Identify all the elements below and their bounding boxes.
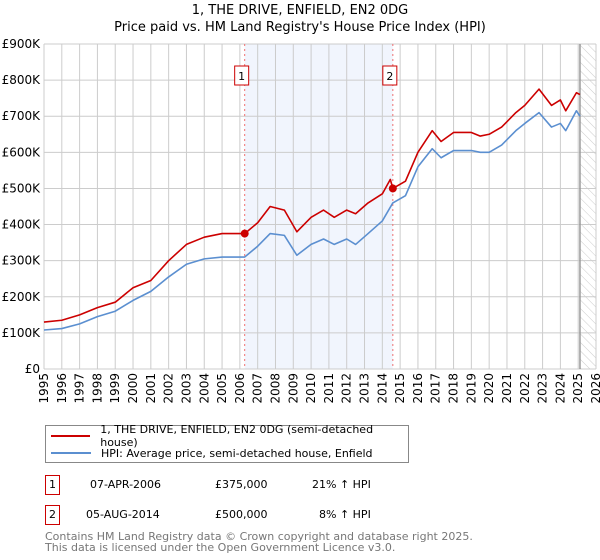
x-tick-label: 1995 bbox=[37, 373, 51, 404]
x-tick-label: 2018 bbox=[447, 373, 461, 404]
x-tick-label: 2026 bbox=[589, 373, 600, 404]
x-tick-label: 2011 bbox=[322, 373, 336, 404]
x-tick-label: 2021 bbox=[500, 373, 514, 404]
sale-label: 2 bbox=[386, 70, 393, 83]
y-tick-label: £400K bbox=[2, 218, 42, 232]
legend-swatch-red bbox=[51, 435, 91, 437]
x-tick-label: 1997 bbox=[73, 373, 87, 404]
legend-item-property: 1, THE DRIVE, ENFIELD, EN2 0DG (semi-det… bbox=[46, 423, 408, 449]
x-tick-label: 2005 bbox=[215, 373, 229, 404]
footer-licence: This data is licensed under the Open Gov… bbox=[45, 541, 396, 554]
x-tick-label: 2024 bbox=[553, 373, 567, 404]
x-tick-label: 2002 bbox=[162, 373, 176, 404]
x-tick-label: 2015 bbox=[393, 373, 407, 404]
sale-label-box bbox=[234, 65, 250, 86]
x-tick-label: 2016 bbox=[411, 373, 425, 404]
x-tick-label: 1999 bbox=[108, 373, 122, 404]
x-tick-label: 2008 bbox=[268, 373, 282, 404]
y-tick-label: £600K bbox=[2, 145, 42, 159]
x-tick-label: 2017 bbox=[429, 373, 443, 404]
forecast-hatch bbox=[579, 44, 596, 369]
x-tick-label: 2014 bbox=[375, 373, 389, 404]
y-tick-label: £200K bbox=[2, 290, 42, 304]
x-tick-label: 2003 bbox=[179, 373, 193, 404]
x-tick-label: 2009 bbox=[286, 373, 300, 404]
legend-label: 1, THE DRIVE, ENFIELD, EN2 0DG (semi-det… bbox=[100, 423, 374, 449]
hpi-line bbox=[43, 110, 581, 331]
sale-date: 07-APR-2006 bbox=[90, 478, 162, 491]
chart-title: 1, THE DRIVE, ENFIELD, EN2 0DG bbox=[191, 3, 409, 18]
x-tick-label: 2012 bbox=[340, 373, 354, 404]
x-tick-label: 2013 bbox=[358, 373, 372, 404]
x-tick-label: 2020 bbox=[482, 373, 496, 404]
y-tick-label: £300K bbox=[2, 254, 42, 268]
sale-point bbox=[240, 229, 249, 238]
legend: 1, THE DRIVE, ENFIELD, EN2 0DG (semi-det… bbox=[45, 423, 409, 463]
x-tick-label: 2007 bbox=[251, 373, 265, 404]
y-tick-label: £100K bbox=[2, 326, 42, 340]
y-tick-label: £0 bbox=[25, 362, 40, 376]
property-price-line bbox=[43, 88, 581, 323]
x-tick-label: 2001 bbox=[144, 373, 158, 404]
legend-label: HPI: Average price, semi-detached house,… bbox=[101, 446, 373, 460]
x-tick-label: 2010 bbox=[304, 373, 318, 404]
x-tick-label: 2023 bbox=[536, 373, 550, 404]
chart-subtitle: Price paid vs. HM Land Registry's House … bbox=[114, 20, 486, 35]
sale-label: 1 bbox=[238, 70, 245, 83]
sale-hpi: 8% ↑ HPI bbox=[319, 508, 371, 521]
legend-swatch-blue bbox=[51, 452, 91, 454]
sale-hpi: 21% ↑ HPI bbox=[312, 478, 371, 491]
x-tick-label: 2000 bbox=[126, 373, 140, 404]
x-tick-label: 2004 bbox=[197, 373, 211, 404]
footer-copyright: Contains HM Land Registry data © Crown c… bbox=[45, 530, 473, 543]
sale-marker: 1 bbox=[45, 475, 60, 495]
sale-date: 05-AUG-2014 bbox=[86, 508, 160, 521]
footer: Contains HM Land Registry data © Crown c… bbox=[45, 531, 473, 553]
x-tick-label: 2025 bbox=[571, 373, 585, 404]
x-tick-label: 2006 bbox=[233, 373, 247, 404]
x-tick-label: 1996 bbox=[55, 373, 69, 404]
sale-point bbox=[388, 184, 397, 193]
sale-marker: 2 bbox=[45, 505, 60, 525]
legend-item-hpi: HPI: Average price, semi-detached house,… bbox=[46, 445, 373, 461]
x-tick-label: 2022 bbox=[518, 373, 532, 404]
y-tick-label: £900K bbox=[2, 37, 42, 51]
price-chart: £0 £100K £200K £300K £400K £500K £600K £700K £80… bbox=[2, 37, 600, 404]
y-tick-label: £800K bbox=[2, 73, 42, 87]
x-tick-label: 1998 bbox=[90, 373, 104, 404]
sale-period-shade bbox=[244, 44, 393, 369]
sale-label-box bbox=[382, 65, 398, 86]
sale-price: £500,000 bbox=[215, 508, 268, 521]
sale-price: £375,000 bbox=[215, 478, 268, 491]
y-tick-label: £700K bbox=[2, 109, 42, 123]
y-tick-label: £500K bbox=[2, 181, 42, 195]
x-tick-label: 2019 bbox=[464, 373, 478, 404]
